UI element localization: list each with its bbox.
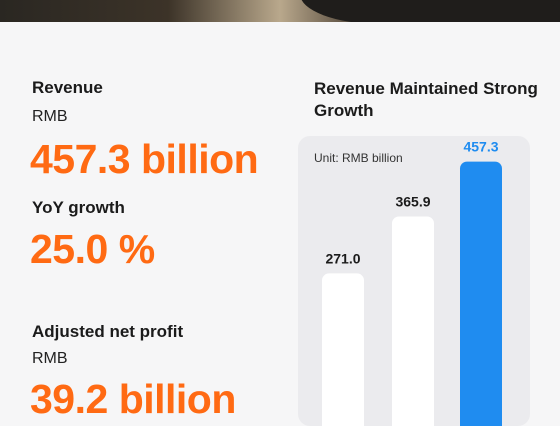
bar-1 bbox=[322, 273, 364, 426]
chart-title: Revenue Maintained Strong Growth bbox=[314, 79, 538, 120]
yoy-label: YoY growth bbox=[32, 198, 125, 217]
bar-chart: 271.0 365.9 457.3 bbox=[322, 139, 502, 426]
chart-unit: Unit: RMB billion bbox=[314, 151, 403, 165]
revenue-label: Revenue bbox=[32, 78, 103, 97]
hero-image-dune bbox=[300, 0, 560, 22]
hero-image-strip bbox=[0, 0, 560, 22]
chart-card: Unit: RMB billion 271.0 365.9 457.3 bbox=[298, 136, 530, 426]
revenue-value: 457.3 billion bbox=[30, 136, 259, 182]
profit-value: 39.2 billion bbox=[30, 376, 236, 422]
bar-value-label-2: 365.9 bbox=[395, 193, 430, 209]
bar-value-label-1: 271.0 bbox=[325, 250, 360, 266]
bar-3 bbox=[460, 161, 502, 426]
revenue-currency: RMB bbox=[32, 108, 68, 125]
bar-value-label-3: 457.3 bbox=[463, 139, 498, 155]
profit-label: Adjusted net profit bbox=[32, 322, 184, 341]
yoy-value: 25.0 % bbox=[30, 226, 155, 272]
profit-currency: RMB bbox=[32, 350, 68, 367]
bar-2 bbox=[392, 216, 434, 426]
